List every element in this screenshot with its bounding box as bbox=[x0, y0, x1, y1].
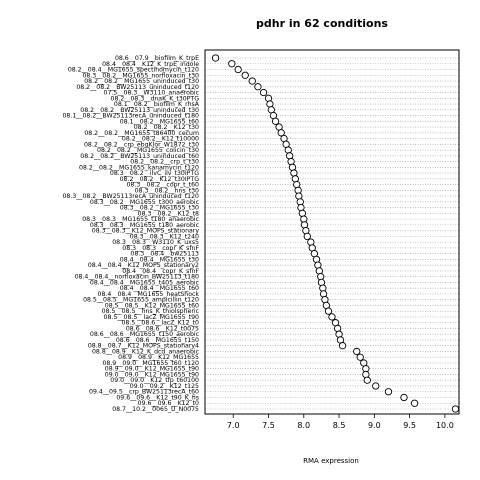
row-label: 09.0__09.2__K12_t125 bbox=[130, 383, 199, 390]
row-label: 08.2__08.2__MG1655_uninduced_t30 bbox=[84, 78, 199, 85]
data-point bbox=[303, 232, 311, 241]
row-label: 08.3__08.2__MG1655_t300_aerobic bbox=[90, 199, 200, 206]
data-point bbox=[241, 71, 249, 79]
row-label: 08.3__08.2__MG1655_norfloxacin_t30 bbox=[82, 72, 199, 79]
data-point bbox=[356, 353, 364, 361]
row-label: 07.5__08.3__W3110_anaerobic bbox=[104, 90, 200, 97]
row-label: 08.3__08.3__copr_K_sfnF bbox=[122, 245, 199, 252]
row-label: 08.4__08.4__K12_K_trpE_indole bbox=[102, 61, 199, 68]
row-label: 09.6__09.6__K12_t0 bbox=[138, 400, 199, 407]
row-label: 08.2__08.2__MG1655_t86400_cecum bbox=[84, 130, 199, 137]
row-label: 08.1__08.2__BW25113recA_uninduced_t180 bbox=[63, 113, 200, 120]
row-label: 08.4__08.4__MG1655_t60 bbox=[120, 285, 199, 292]
row-label: 08.8__08.9__K12_K_dcd_anaerobic bbox=[92, 348, 200, 355]
row-label: 09.6__09.6__K12_t90_K_fis bbox=[116, 394, 199, 401]
row-label: 08.3__08.3__MG1655_t180_aerobic bbox=[90, 222, 200, 229]
x-tick-label: 9.0 bbox=[368, 421, 381, 430]
row-label: 08.2__08.2__crp_ebgKlor_W1872_t30 bbox=[84, 141, 199, 148]
data-point bbox=[259, 88, 268, 97]
row-labels: 08.6__07.9__biofilm_K_trpE08.4__08.4__K1… bbox=[63, 55, 200, 413]
row-label: 08.5__08.5__MG1655_ampicillin_t120 bbox=[83, 297, 199, 304]
data-point bbox=[372, 382, 380, 390]
row-label: 08.3__08.2__hns_t30 bbox=[135, 187, 199, 194]
plot-frame bbox=[204, 49, 460, 415]
data-point bbox=[211, 54, 220, 62]
data-point bbox=[451, 405, 460, 413]
data-point bbox=[363, 376, 371, 384]
x-axis-label: RMA expression bbox=[303, 457, 359, 465]
row-label: 08.4__08.4__norfloxacin_BW25113_t180 bbox=[75, 274, 199, 281]
row-label: 08.6__08.6__MG1655_t150_aerobic bbox=[90, 331, 200, 338]
row-label: 08.5__08.5__hns_K_thiolspheric bbox=[102, 308, 200, 315]
row-label: 08.3__08.3__W3110_K_uxs5 bbox=[112, 239, 199, 246]
row-label: 08.3__08.2__K12_t8 bbox=[138, 210, 199, 217]
row-label: 08.9__09.0__MG1655_t60_t120 bbox=[102, 360, 199, 367]
row-label: 08.2__08.2__BW25113_uninduced_t30 bbox=[80, 107, 199, 114]
row-label: 08.2__08.2__K12_t30 bbox=[134, 124, 199, 131]
row-label: 08.2__08.2__BW25113_uninduced_t120 bbox=[76, 84, 199, 91]
row-label: 08.1__08.2__biofilm_K_rhsA bbox=[114, 101, 200, 108]
row-label: 09.0__09.0__K12_tfp_t60100 bbox=[110, 377, 199, 384]
row-label: 08.4__08.4__MG1655_t30 bbox=[120, 256, 199, 263]
row-label: 08.5__08.6__lacZ_K12_t0 bbox=[121, 320, 199, 327]
row-label: 09.0__09.0__K12_MG1655_t90 bbox=[105, 371, 199, 378]
data-point bbox=[234, 65, 242, 74]
row-label: 08.2__08.3__dnaK_K_t30PTG bbox=[111, 95, 200, 102]
row-label: 08.9__08.9__K12_MG1655 bbox=[118, 354, 199, 361]
row-label: 08.4__08.4__K12_MOPS_stationary2 bbox=[88, 262, 199, 269]
row-label: 08.3__08.3__K12_t240 bbox=[130, 233, 199, 240]
data-point bbox=[271, 117, 280, 125]
row-label: 08.5__08.5__lacZ_MG1655_t90 bbox=[104, 314, 200, 321]
row-label: 08.2__08.2__K12_t10000 bbox=[122, 136, 199, 143]
row-label: 08.2__08.2__MG1655_colicin_t30 bbox=[97, 147, 199, 154]
row-label: 08.2__08.2__crp_t_t30 bbox=[130, 159, 199, 166]
data-point bbox=[328, 313, 336, 321]
data-point bbox=[254, 83, 262, 91]
data-point bbox=[228, 60, 236, 68]
row-label: 08.2__08.4__MG1655_spectinomycin_t120 bbox=[68, 67, 199, 74]
row-label: 08.2__08.2__BW25113_uninduced_t60 bbox=[80, 153, 199, 160]
x-tick-label: 8.0 bbox=[297, 421, 310, 430]
x-tick-label: 7.5 bbox=[262, 421, 275, 430]
x-tick-label: 10.0 bbox=[436, 421, 454, 430]
data-point bbox=[338, 342, 347, 350]
gridlines bbox=[205, 57, 459, 410]
row-label: 08.7__10.2__0065_U_N0075 bbox=[112, 406, 199, 413]
row-label: 08.3__08.2__ilvC_ilv_t30IPTG bbox=[110, 170, 199, 177]
row-label: 08.3__08.3__MG1655_t180_anaerobic bbox=[82, 216, 199, 223]
data-point bbox=[410, 399, 419, 407]
row-label: 08.6__07.9__biofilm_K_trpE bbox=[115, 55, 199, 62]
row-label: 08.3__08.3__K12_MOPS_stationary bbox=[92, 228, 200, 235]
data-point bbox=[400, 393, 408, 402]
row-label: 08.3__08.2__BW25113recA_uninduced_t120 bbox=[63, 193, 200, 200]
row-label: 08.4__08.4__MG1655_heatShock bbox=[98, 291, 200, 298]
row-label: 08.2__08.2__K12_t30IPTG bbox=[120, 176, 200, 183]
chart-title: pdhr in 62 conditions bbox=[256, 17, 388, 30]
data-point bbox=[324, 307, 333, 315]
row-label: 08.5__08.5__K12_MG1655_t60 bbox=[105, 302, 199, 309]
data-point bbox=[277, 129, 285, 137]
row-label: 08.1__08.2__MG1655_t60 bbox=[120, 118, 199, 125]
data-point bbox=[384, 388, 393, 396]
x-tick-label: 7.0 bbox=[227, 421, 240, 430]
row-label: 08.2__08.2__MG1655_kanamycin_t120 bbox=[79, 164, 199, 171]
data-points bbox=[211, 54, 460, 413]
data-point bbox=[353, 347, 361, 356]
row-label: 09.4__09.5__crp_BW25113recA_t60 bbox=[89, 389, 199, 396]
row-label: 08.9__09.0__K12_MG1655_t90 bbox=[105, 366, 199, 373]
row-label: 08.3__08.4__bw25113 bbox=[130, 251, 199, 258]
row-label: 08.3__08.2__MG1655_t30 bbox=[120, 205, 199, 212]
row-label: 08.6__08.6__K12_t0075 bbox=[126, 325, 199, 332]
row-label: 08.3__08.2__copr_t_t60 bbox=[126, 182, 199, 189]
row-label: 08.4__08.4__MG1655_t405_aerobic bbox=[90, 279, 200, 286]
x-tick-label: 8.5 bbox=[333, 421, 346, 430]
data-point bbox=[248, 77, 256, 85]
row-label: 08.8__08.7__K12_MOPS_stationary4 bbox=[88, 343, 199, 350]
row-label: 08.6__08.6__MG1655_t150 bbox=[116, 337, 199, 344]
x-axis: 7.0 7.5 8.0 8.5 9.0 9.5 10.0 bbox=[227, 414, 454, 430]
x-tick-label: 9.5 bbox=[403, 421, 416, 430]
row-label: 08.4__08.4__copr_K_sfnF bbox=[122, 268, 199, 275]
